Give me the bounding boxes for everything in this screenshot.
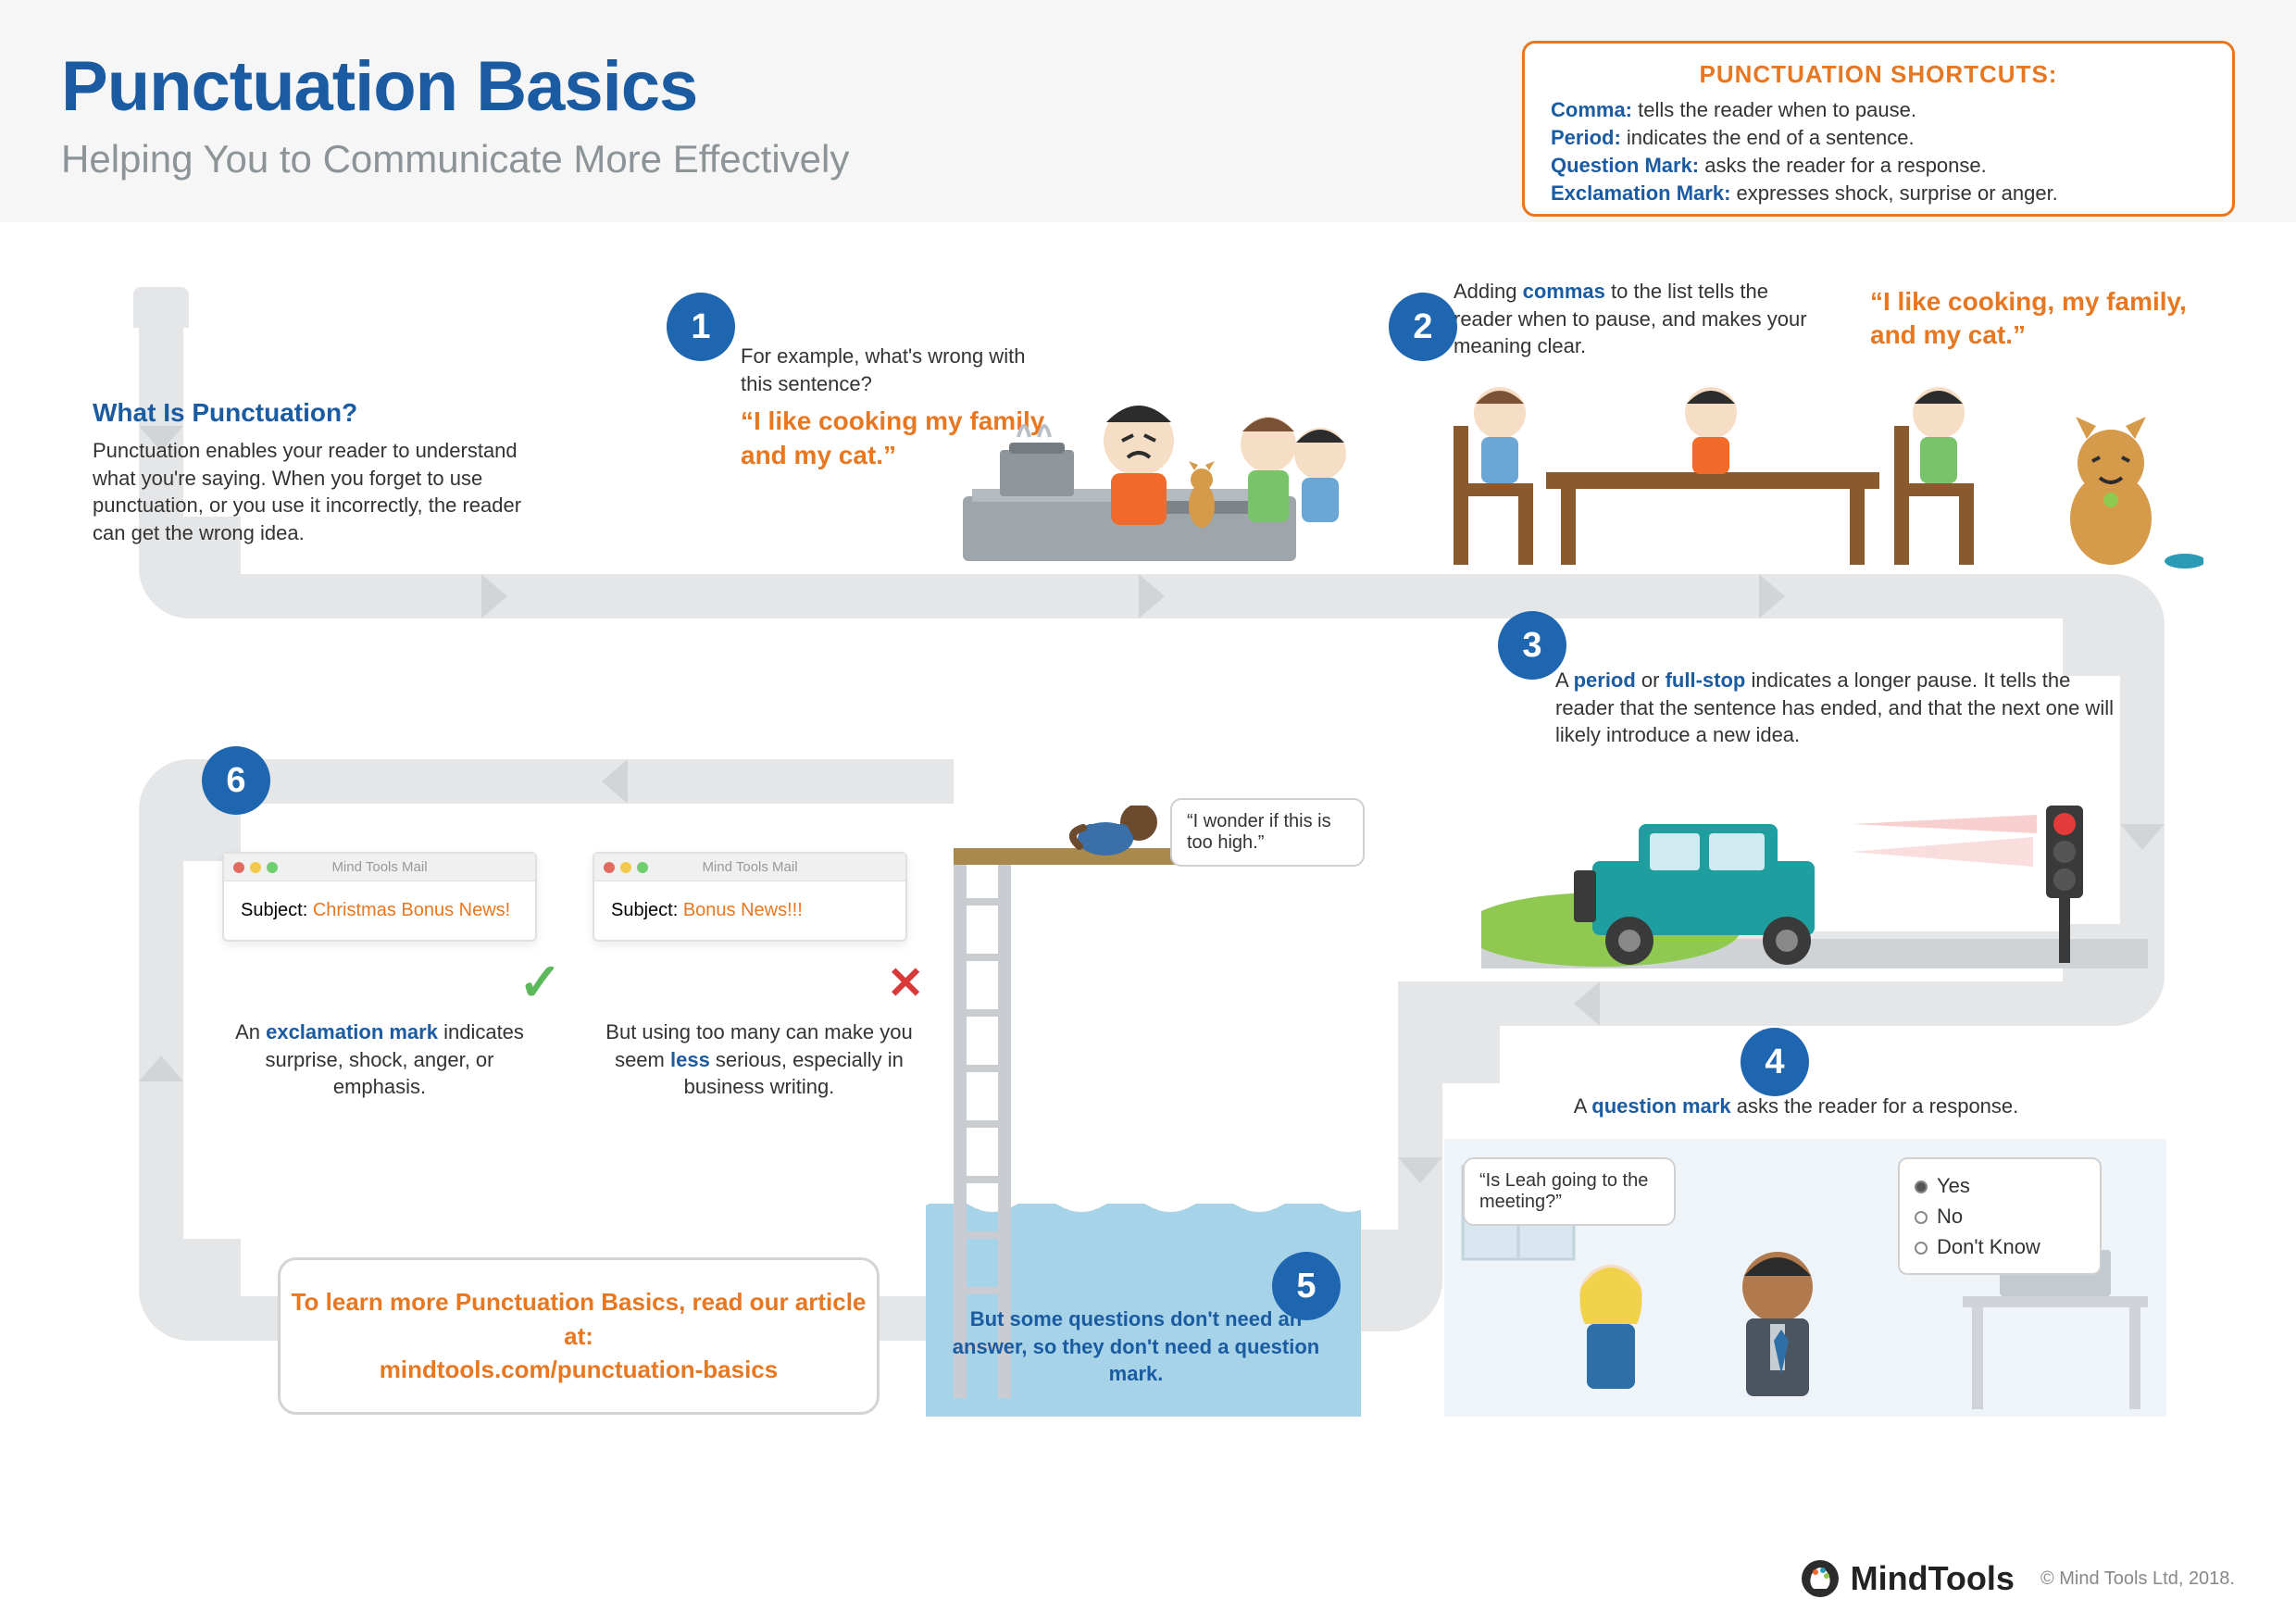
- flow-arrow-icon: [481, 574, 507, 618]
- mail-card-bad: Mind Tools Mail Subject: Bonus News!!!: [593, 852, 907, 942]
- mail-card-good: Mind Tools Mail Subject: Christmas Bonus…: [222, 852, 537, 942]
- shortcuts-panel: PUNCTUATION SHORTCUTS: Comma: tells the …: [1522, 41, 2235, 217]
- cooking-illustration: [963, 357, 1370, 589]
- cross-icon: ✕: [887, 957, 924, 1009]
- flow-arrow-icon: [1574, 981, 1600, 1026]
- flow-corner: [2063, 574, 2165, 676]
- step-badge-2: 2: [1389, 293, 1457, 361]
- check-icon: ✓: [518, 952, 562, 1013]
- option-no: No: [1915, 1201, 2085, 1231]
- car-stoplight-illustration: [1481, 759, 2148, 981]
- step-badge-1: 1: [667, 293, 735, 361]
- step-badge-4: 4: [1741, 1028, 1809, 1096]
- mail-body: Subject: Bonus News!!!: [594, 881, 905, 940]
- flow-path: [1398, 981, 2120, 1026]
- shortcut-period: Period: indicates the end of a sentence.: [1551, 126, 2206, 150]
- step6-text-b: But using too many can make you seem les…: [593, 1018, 926, 1101]
- shortcut-comma: Comma: tells the reader when to pause.: [1551, 98, 2206, 122]
- flow-arrow-icon: [139, 1056, 183, 1081]
- mail-head: Mind Tools Mail: [594, 854, 905, 881]
- shortcut-question: Question Mark: asks the reader for a res…: [1551, 154, 2206, 178]
- flow-corner: [1398, 981, 1500, 1083]
- brand-logo: MindTools: [1799, 1557, 2015, 1600]
- cta-box: To learn more Punctuation Basics, read o…: [278, 1257, 880, 1415]
- step4-speech: “Is Leah going to the meeting?”: [1463, 1157, 1676, 1226]
- step-badge-5: 5: [1272, 1252, 1341, 1320]
- step2-text: Adding commas to the list tells the read…: [1454, 278, 1824, 360]
- intro-block: What Is Punctuation? Punctuation enables…: [93, 398, 555, 547]
- step5-speech: “I wonder if this is too high.”: [1170, 798, 1365, 867]
- step-badge-6: 6: [202, 746, 270, 815]
- flow-arrow-icon: [602, 759, 628, 804]
- cta-line2: mindtools.com/punctuation-basics: [380, 1353, 778, 1386]
- copyright: © Mind Tools Ltd, 2018.: [2040, 1568, 2235, 1590]
- step4-options: Yes No Don't Know: [1898, 1157, 2102, 1275]
- mail-head: Mind Tools Mail: [224, 854, 535, 881]
- family-table-illustration: [1444, 370, 2203, 583]
- option-yes: Yes: [1915, 1170, 2085, 1201]
- page-title: Punctuation Basics: [61, 46, 697, 127]
- flow-path: [241, 759, 954, 804]
- page-subtitle: Helping You to Communicate More Effectiv…: [61, 137, 849, 181]
- cta-line1: To learn more Punctuation Basics, read o…: [281, 1285, 877, 1353]
- step2-quote: “I like cooking, my family, and my cat.”: [1870, 278, 2203, 353]
- brain-icon: [1799, 1557, 1841, 1600]
- step3-text: A period or full-stop indicates a longer…: [1555, 667, 2129, 749]
- step6-text-a: An exclamation mark indicates surprise, …: [222, 1018, 537, 1101]
- intro-body: Punctuation enables your reader to under…: [93, 437, 555, 547]
- mail-body: Subject: Christmas Bonus News!: [224, 881, 535, 940]
- footer: MindTools © Mind Tools Ltd, 2018.: [1799, 1557, 2235, 1600]
- option-dontknow: Don't Know: [1915, 1231, 2085, 1262]
- flow-start-cap: [133, 287, 189, 328]
- step5-text: But some questions don't need an answer,…: [937, 1305, 1335, 1388]
- shortcut-exclamation: Exclamation Mark: expresses shock, surpr…: [1551, 181, 2206, 206]
- intro-heading: What Is Punctuation?: [93, 398, 555, 428]
- step4-text: A question mark asks the reader for a re…: [1537, 1093, 2055, 1120]
- step-badge-3: 3: [1498, 611, 1566, 680]
- shortcuts-title: PUNCTUATION SHORTCUTS:: [1551, 60, 2206, 89]
- flow-arrow-icon: [1398, 1157, 1442, 1183]
- flow-corner: [139, 1239, 241, 1341]
